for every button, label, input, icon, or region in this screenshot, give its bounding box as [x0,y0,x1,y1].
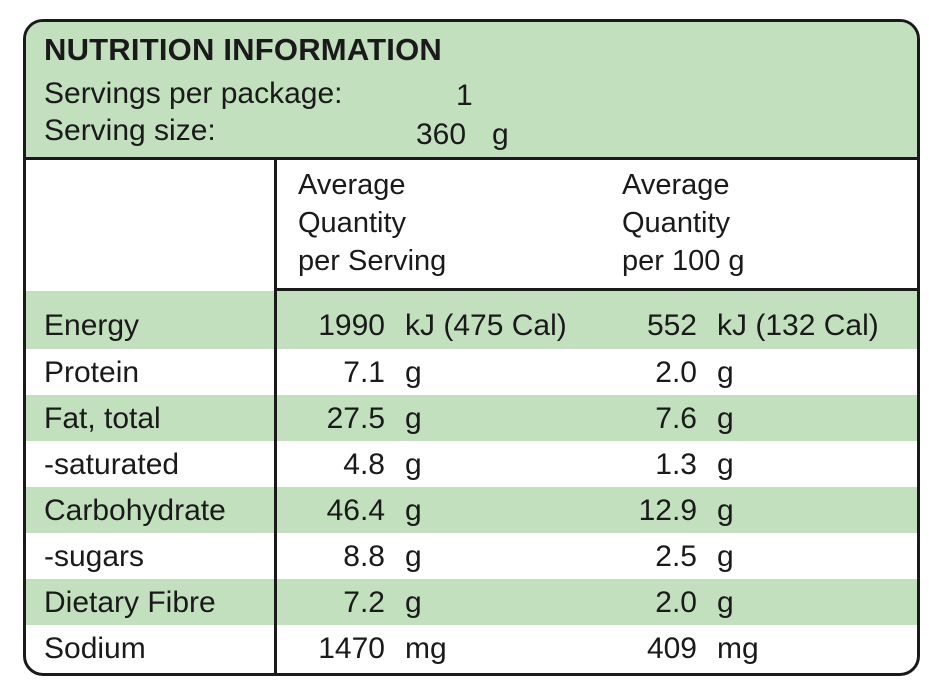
col2-line1: Average [622,169,730,201]
row-per100-unit: g [717,356,734,389]
row-per100-value: 552 [646,309,697,342]
serving-size-label: Serving size: [44,114,216,147]
table-row-sodium: Sodium 1470 mg 409 mg [26,625,917,671]
row-serving-value: 8.8 [343,540,385,573]
row-serving-value: 1990 [318,309,385,342]
row-per100-value: 409 [646,632,697,665]
row-label: Fat, total [44,402,161,435]
nutrition-panel: NUTRITION INFORMATION Servings per packa… [23,19,920,676]
row-serving-unit: g [405,356,422,389]
col1-line2: Quantity [298,207,406,239]
row-serving-value: 4.8 [343,448,385,481]
row-label: Carbohydrate [44,494,226,527]
row-per100-unit: g [717,402,734,435]
panel-title: NUTRITION INFORMATION [44,32,442,67]
row-per100-value: 2.0 [655,356,697,389]
row-per100-value: 2.0 [655,586,697,619]
label-column-divider [274,157,277,673]
table-row-dietary-fibre: Dietary Fibre 7.2 g 2.0 g [26,579,917,625]
row-label: Energy [44,309,140,342]
row-label: -sugars [44,540,145,573]
row-serving-value: 27.5 [326,402,385,435]
col1-line3: per Serving [298,245,447,277]
row-serving-unit: g [405,586,422,619]
table-row-fat-total: Fat, total 27.5 g 7.6 g [26,395,917,441]
col2-line2: Quantity [622,207,730,239]
row-per100-unit: mg [717,632,759,665]
table-row-energy: Energy 1990 kJ (475 Cal) 552 kJ (132 Cal… [26,291,917,349]
table-row-protein: Protein 7.1 g 2.0 g [26,349,917,395]
row-serving-unit: kJ (475 Cal) [405,309,567,342]
row-serving-value: 1470 [318,632,385,665]
row-label: Sodium [44,632,146,665]
row-serving-value: 7.1 [343,356,385,389]
table-row-saturated: -saturated 4.8 g 1.3 g [26,441,917,487]
row-serving-unit: g [405,540,422,573]
servings-label: Servings per package: [44,77,343,110]
row-serving-unit: g [405,402,422,435]
row-per100-value: 1.3 [655,448,697,481]
column-header-per-serving: Average Quantity per Serving [298,166,446,280]
row-serving-unit: mg [405,632,447,665]
row-label: Protein [44,356,140,389]
row-serving-value: 46.4 [326,494,385,527]
row-serving-value: 7.2 [343,586,385,619]
panel-header: NUTRITION INFORMATION Servings per packa… [26,22,917,160]
row-serving-unit: g [405,494,422,527]
col2-line3: per 100 g [622,245,745,277]
servings-value: 1 [456,79,473,112]
serving-size-unit: g [492,118,509,151]
row-per100-unit: g [717,540,734,573]
table-row-sugars: -sugars 8.8 g 2.5 g [26,533,917,579]
row-label: -saturated [44,448,180,481]
column-header-divider [274,288,917,291]
col1-line1: Average [298,169,406,201]
row-label: Dietary Fibre [44,586,216,619]
row-per100-value: 12.9 [638,494,697,527]
row-serving-unit: g [405,448,422,481]
table-row-carbohydrate: Carbohydrate 46.4 g 12.9 g [26,487,917,533]
column-header-per-100g: Average Quantity per 100 g [622,166,745,280]
row-per100-unit: g [717,448,734,481]
row-per100-value: 7.6 [655,402,697,435]
row-per100-value: 2.5 [655,540,697,573]
row-per100-unit: g [717,586,734,619]
row-per100-unit: kJ (132 Cal) [717,309,879,342]
serving-size-value: 360 [416,118,467,151]
row-per100-unit: g [717,494,734,527]
